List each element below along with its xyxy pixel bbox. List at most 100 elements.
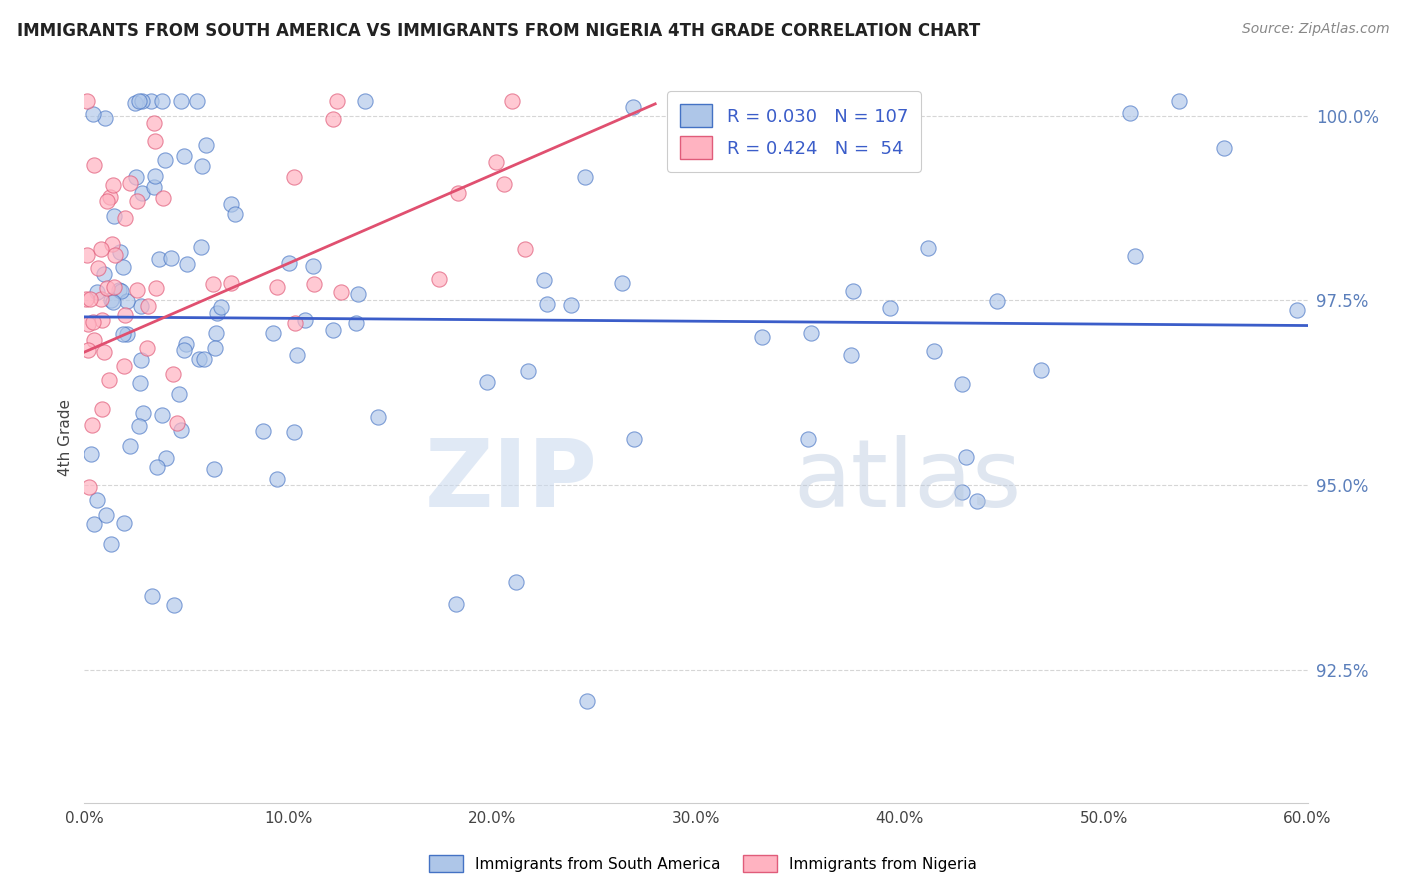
Point	[187, 351, 209, 366]
Point	[115, 327, 138, 342]
Point	[125, 283, 148, 297]
Point	[101, 236, 124, 251]
Point	[118, 176, 141, 190]
Point	[98, 374, 121, 388]
Point	[922, 344, 945, 359]
Point	[209, 300, 232, 314]
Point	[1286, 303, 1309, 318]
Point	[841, 347, 863, 361]
Point	[155, 451, 177, 466]
Point	[148, 252, 170, 266]
Point	[91, 401, 114, 416]
Point	[132, 406, 155, 420]
Point	[145, 281, 167, 295]
Point	[82, 315, 104, 329]
Point	[986, 294, 1008, 309]
Point	[131, 94, 153, 108]
Point	[120, 439, 142, 453]
Point	[612, 276, 634, 290]
Text: atlas: atlas	[794, 435, 1022, 527]
Point	[107, 283, 129, 297]
Point	[842, 285, 865, 299]
Point	[141, 590, 163, 604]
Point	[170, 94, 193, 108]
Point	[112, 359, 135, 373]
Point	[101, 294, 124, 309]
Point	[77, 317, 100, 331]
Point	[76, 248, 98, 262]
Point	[87, 260, 110, 275]
Point	[101, 178, 124, 193]
Point	[966, 493, 988, 508]
Point	[427, 272, 450, 286]
Legend: Immigrants from South America, Immigrants from Nigeria: Immigrants from South America, Immigrant…	[422, 847, 984, 880]
Point	[207, 306, 229, 320]
Point	[103, 279, 125, 293]
Point	[517, 364, 540, 378]
Point	[129, 298, 152, 312]
Point	[224, 207, 246, 221]
Point	[191, 159, 214, 173]
Point	[96, 281, 118, 295]
Point	[917, 241, 939, 255]
Point	[322, 323, 344, 337]
Point	[160, 252, 183, 266]
Point	[501, 94, 523, 108]
Point	[494, 177, 516, 191]
Point	[1168, 94, 1191, 108]
Point	[125, 194, 148, 208]
Point	[485, 155, 508, 169]
Point	[347, 287, 370, 301]
Point	[283, 316, 305, 330]
Point	[204, 326, 226, 341]
Point	[96, 508, 118, 522]
Point	[193, 352, 215, 367]
Point	[1125, 249, 1147, 263]
Point	[150, 94, 173, 108]
Point	[79, 292, 101, 306]
Point	[94, 111, 117, 125]
Point	[76, 94, 98, 108]
Point	[221, 197, 243, 211]
Point	[1119, 106, 1142, 120]
Point	[1212, 141, 1234, 155]
Point	[536, 297, 558, 311]
Point	[163, 599, 186, 613]
Point	[150, 409, 173, 423]
Point	[93, 267, 115, 281]
Point	[110, 284, 132, 298]
Point	[152, 191, 174, 205]
Text: ZIP: ZIP	[425, 435, 598, 527]
Point	[574, 169, 596, 184]
Point	[302, 277, 325, 292]
Point	[128, 94, 150, 108]
Point	[204, 342, 226, 356]
Point	[83, 157, 105, 171]
Point	[104, 248, 127, 262]
Point	[344, 316, 367, 330]
Point	[621, 100, 644, 114]
Point	[1031, 363, 1053, 377]
Point	[114, 308, 136, 322]
Point	[79, 447, 101, 461]
Point	[153, 153, 176, 168]
Point	[128, 419, 150, 434]
Point	[623, 432, 645, 446]
Text: Source: ZipAtlas.com: Source: ZipAtlas.com	[1241, 22, 1389, 37]
Point	[879, 301, 901, 316]
Point	[114, 211, 136, 225]
Point	[329, 285, 352, 299]
Point	[283, 169, 305, 184]
Point	[173, 149, 195, 163]
Point	[173, 343, 195, 357]
Point	[201, 277, 224, 292]
Point	[138, 299, 160, 313]
Point	[103, 210, 125, 224]
Point	[145, 169, 167, 183]
Point	[955, 450, 977, 464]
Point	[143, 115, 166, 129]
Point	[135, 341, 157, 355]
Point	[505, 574, 527, 589]
Point	[112, 260, 135, 275]
Point	[560, 298, 582, 312]
